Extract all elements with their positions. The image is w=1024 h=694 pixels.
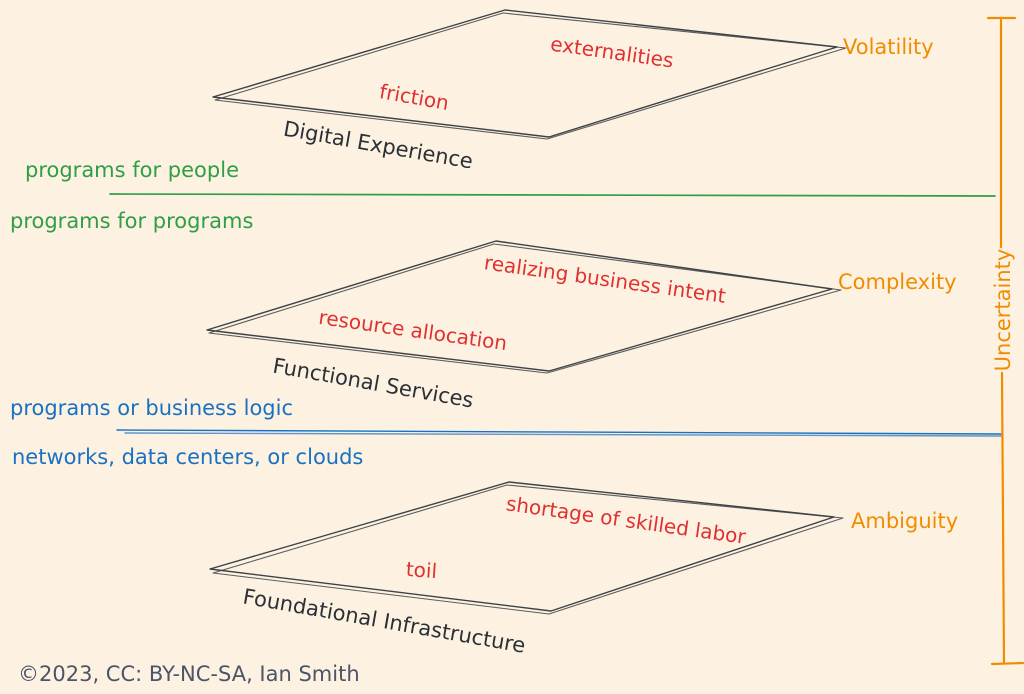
divider-blue-line-sketch xyxy=(124,432,1002,437)
divider-green-label-above: programs for people xyxy=(25,158,239,182)
uncertainty-axis-label: Uncertainty xyxy=(991,249,1015,372)
divider-green-line xyxy=(109,193,996,197)
dimension-complexity: Complexity xyxy=(838,270,957,294)
uncertainty-axis-bottom-cap xyxy=(990,661,1024,666)
dimension-ambiguity: Ambiguity xyxy=(851,509,958,533)
uncertainty-axis: Uncertainty xyxy=(986,16,1024,666)
plane-digital-experience-outline xyxy=(212,9,838,138)
plane-foundational-infrastructure-outline-sketch xyxy=(212,484,844,615)
copyright-notice: ©2023, CC: BY-NC-SA, Ian Smith xyxy=(18,662,360,686)
divider-blue-line xyxy=(116,429,1002,435)
dimension-volatility: Volatility xyxy=(843,35,934,59)
divider-green-label-below: programs for programs xyxy=(10,209,253,233)
factor-toil: toil xyxy=(405,557,438,583)
divider-people-programs: programs for people programs for program… xyxy=(10,158,996,233)
plane-foundational-infrastructure-outline xyxy=(209,481,835,612)
plane-functional-services-outline xyxy=(206,240,833,372)
divider-blue-label-below: networks, data centers, or clouds xyxy=(12,445,363,469)
divider-logic-infrastructure: programs or business logic networks, dat… xyxy=(10,396,1002,469)
uncertainty-axis-lower-segment xyxy=(1000,371,1006,664)
plane-digital-experience-outline-sketch xyxy=(214,12,847,140)
plane-functional-services-outline-sketch xyxy=(208,243,842,374)
divider-blue-label-above: programs or business logic xyxy=(10,396,293,420)
